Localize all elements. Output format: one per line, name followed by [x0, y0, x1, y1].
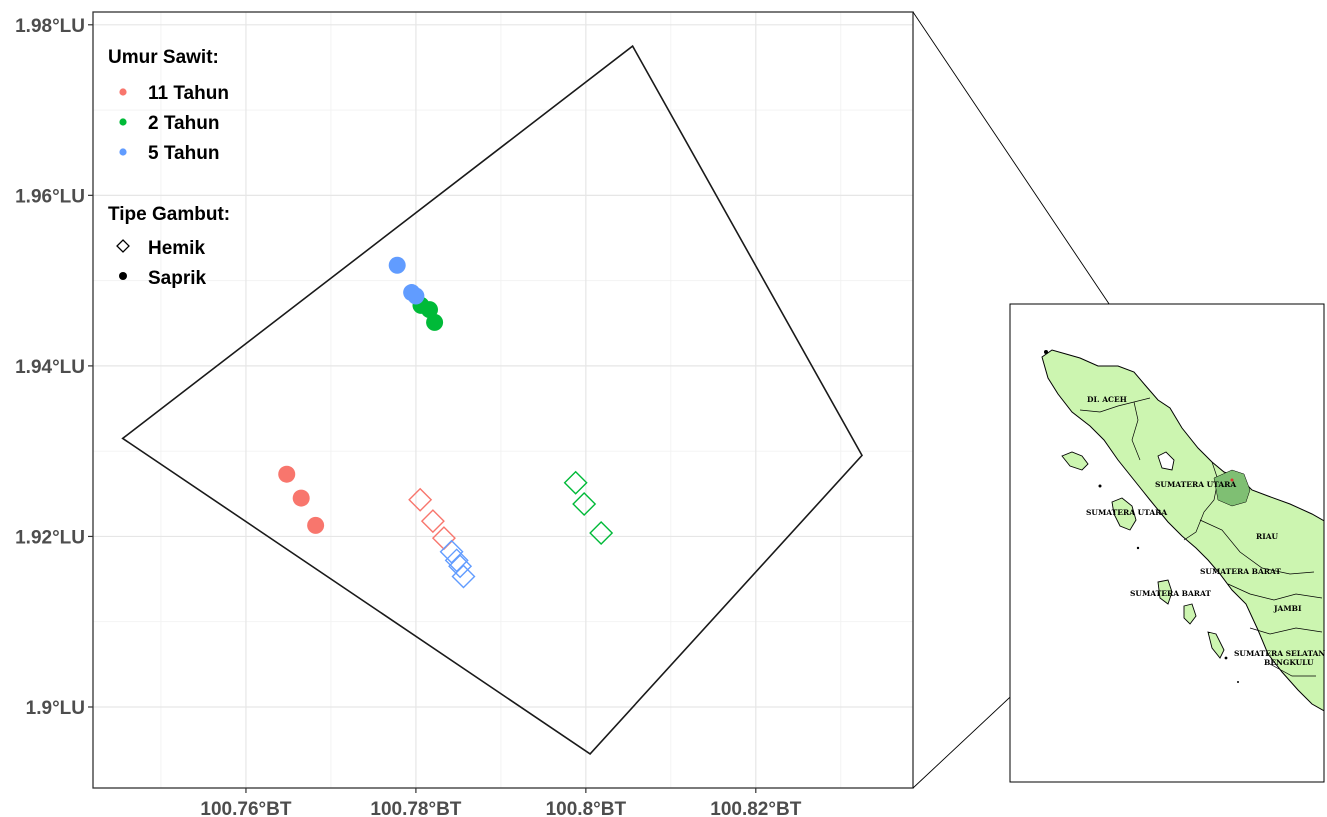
islet: [1237, 681, 1239, 683]
legend-diamond-icon: [116, 239, 130, 253]
island-weh: [1044, 350, 1048, 354]
legend-dot-2-tahun: [119, 118, 127, 126]
island-nias: [1111, 497, 1137, 531]
point-hemik: [589, 521, 614, 546]
legend-title-umur: Umur Sawit:: [108, 47, 219, 68]
point-saprik: [292, 489, 310, 507]
legend-title-tipe: Tipe Gambut:: [108, 204, 230, 225]
island-sipora: [1183, 603, 1197, 625]
point-hemik: [448, 554, 473, 579]
point-saprik: [388, 256, 406, 274]
region-label-sumsel: SUMATERA SELATAN: [1234, 649, 1325, 658]
boundary-bengkulu: [1269, 663, 1316, 677]
point-hemik: [408, 487, 433, 512]
island-siberut: [1157, 579, 1173, 605]
region-label-aceh: DI. ACEH: [1087, 395, 1127, 404]
point-saprik: [278, 465, 296, 483]
region-label-sumbar-islands: SUMATERA BARAT: [1130, 589, 1211, 598]
main-map-panel: [93, 12, 913, 788]
boundary-riau-sumbar: [1199, 519, 1315, 575]
region-label-sumut-nias: SUMATERA UTARA: [1086, 508, 1167, 517]
point-hemik: [439, 539, 464, 564]
main-map-frame: [92, 11, 914, 789]
point-hemik: [420, 509, 445, 534]
region-label-bengkulu: BENGKULU: [1264, 658, 1314, 667]
point-saprik: [420, 301, 438, 319]
y-axis: 1.9°LU 1.92°LU 1.94°LU 1.96°LU 1.98°LU: [15, 16, 93, 719]
islet: [1136, 546, 1140, 550]
x-tick-label: 100.76°BT: [200, 799, 291, 817]
legend-label-hemik: Hemik: [148, 238, 205, 259]
point-saprik: [426, 313, 444, 331]
point-saprik: [407, 287, 425, 305]
sumatra-mainland: [1041, 349, 1324, 712]
y-tick-label: 1.92°LU: [15, 527, 85, 548]
y-tick-label: 1.94°LU: [15, 357, 85, 378]
y-tick-label: 1.96°LU: [15, 186, 85, 207]
legend-label-5-tahun: 5 Tahun: [148, 143, 219, 164]
grid-major: [93, 12, 913, 788]
island-pagai: [1207, 631, 1225, 659]
sample-points: [278, 256, 614, 589]
islet: [1224, 656, 1228, 660]
x-tick-label: 100.8°BT: [546, 799, 627, 817]
legend-dot-5-tahun: [119, 148, 127, 156]
y-tick-label: 1.9°LU: [26, 698, 85, 719]
point-saprik: [307, 516, 325, 534]
legend-label-saprik: Saprik: [148, 268, 207, 289]
study-area-boundary: [121, 44, 863, 755]
study-regency-highlight: [1213, 469, 1251, 507]
island-simeulue: [1061, 451, 1089, 471]
region-label-jambi: JAMBI: [1273, 604, 1302, 613]
legend-label-2-tahun: 2 Tahun: [148, 113, 219, 134]
legend-circle-icon: [119, 272, 127, 280]
inset-map-frame: [1009, 303, 1325, 783]
point-hemik: [444, 548, 469, 573]
region-label-riau: RIAU: [1256, 532, 1279, 541]
boundary-aceh-sumut: [1079, 397, 1151, 413]
y-tick-label: 1.98°LU: [15, 16, 85, 37]
point-hemik: [451, 564, 476, 589]
x-tick-label: 100.82°BT: [710, 799, 801, 817]
boundary-sumbar-jambi: [1227, 583, 1323, 601]
inset-map: DI. ACEH SUMATERA UTARA SUMATERA UTARA R…: [1009, 303, 1325, 783]
sumatra-landmass: [1041, 349, 1324, 712]
x-tick-label: 100.78°BT: [370, 799, 461, 817]
legend-dot-11-tahun: [119, 88, 127, 96]
point-hemik: [563, 470, 588, 495]
lake-toba: [1157, 451, 1175, 471]
islet: [1098, 484, 1102, 488]
x-axis: 100.76°BT 100.78°BT 100.8°BT 100.82°BT: [200, 788, 802, 817]
region-label-sumut: SUMATERA UTARA: [1155, 480, 1236, 489]
region-label-sumbar: SUMATERA BARAT: [1200, 567, 1281, 576]
legend-label-11-tahun: 11 Tahun: [148, 83, 229, 104]
study-location-marker: [1230, 478, 1234, 482]
point-hemik: [572, 492, 597, 517]
boundary-aceh-sumut-south: [1131, 401, 1141, 461]
boundary-jambi-sumsel: [1249, 627, 1323, 635]
legend: Umur Sawit: 11 Tahun 2 Tahun 5 Tahun Tip…: [108, 47, 230, 289]
grid-minor: [93, 12, 913, 788]
